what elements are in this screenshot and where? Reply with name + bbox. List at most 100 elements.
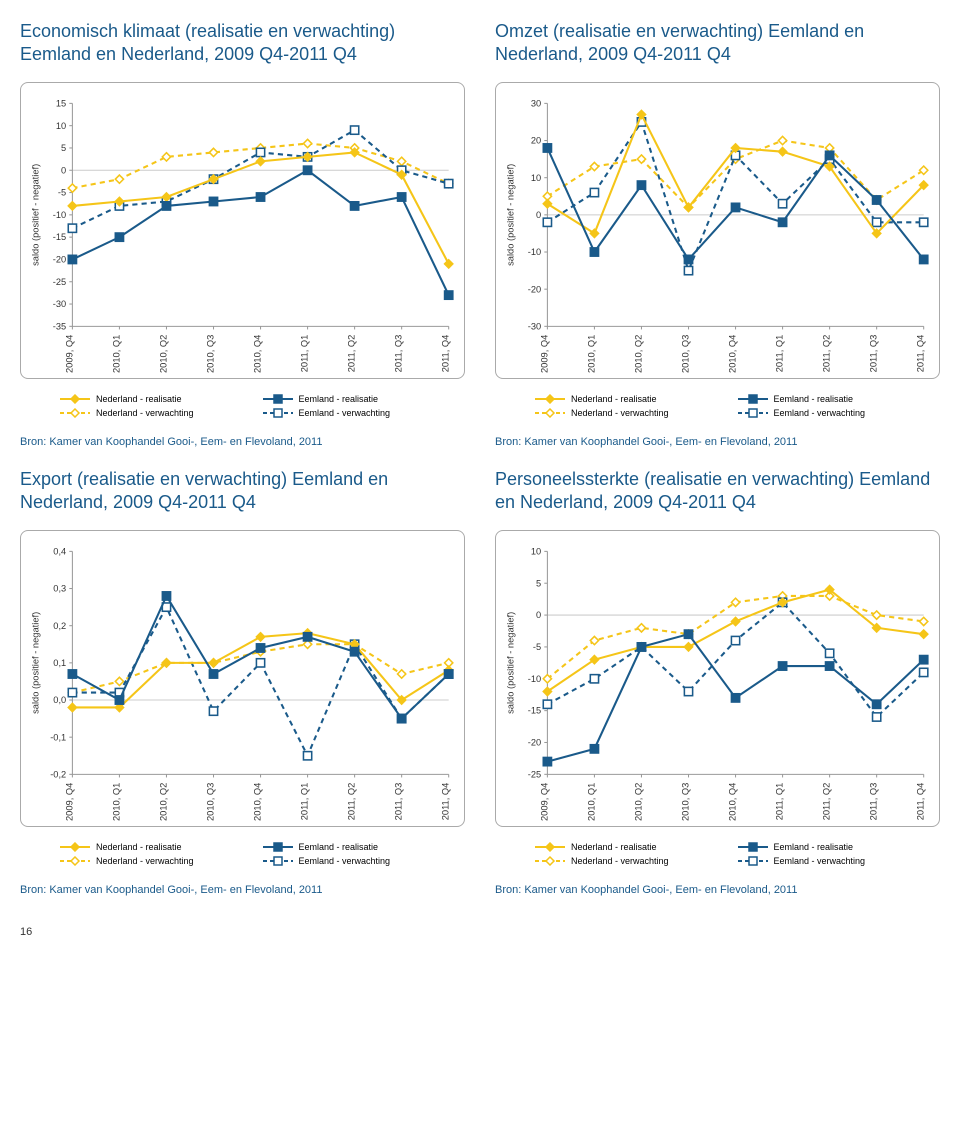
svg-text:2011, Q2: 2011, Q2 bbox=[347, 334, 357, 372]
svg-text:5: 5 bbox=[536, 578, 541, 588]
legend-item: Nederland - realisatie bbox=[60, 842, 243, 852]
source-text: Bron: Kamer van Koophandel Gooi-, Eem- e… bbox=[20, 436, 465, 448]
legend-label: Eemland - verwachting bbox=[774, 856, 866, 866]
legend-marker bbox=[535, 842, 565, 852]
legend-label: Nederland - verwachting bbox=[571, 856, 669, 866]
legend-label: Nederland - realisatie bbox=[96, 842, 182, 852]
chart-frame: -35-30-25-20-15-10-5051015saldo (positie… bbox=[20, 82, 465, 379]
svg-text:-25: -25 bbox=[53, 277, 66, 287]
svg-text:2011, Q2: 2011, Q2 bbox=[347, 782, 357, 820]
legend-item: Eemland - realisatie bbox=[738, 842, 921, 852]
legend-marker bbox=[738, 408, 768, 418]
legend-marker bbox=[535, 408, 565, 418]
svg-text:0: 0 bbox=[536, 210, 541, 220]
svg-text:-15: -15 bbox=[53, 232, 66, 242]
svg-text:2010, Q2: 2010, Q2 bbox=[158, 782, 168, 820]
chart-omzet: Omzet (realisatie en verwachting) Eemlan… bbox=[495, 20, 940, 448]
legend-label: Eemland - realisatie bbox=[774, 394, 854, 404]
svg-text:2010, Q4: 2010, Q4 bbox=[728, 782, 738, 820]
svg-text:10: 10 bbox=[531, 546, 541, 556]
svg-text:2010, Q1: 2010, Q1 bbox=[586, 334, 596, 372]
legend-label: Eemland - realisatie bbox=[774, 842, 854, 852]
chart-title: Omzet (realisatie en verwachting) Eemlan… bbox=[495, 20, 940, 67]
chart-economisch: Economisch klimaat (realisatie en verwac… bbox=[20, 20, 465, 448]
svg-text:2010, Q2: 2010, Q2 bbox=[633, 782, 643, 820]
svg-text:-20: -20 bbox=[528, 737, 541, 747]
legend: Nederland - realisatie Eemland - realisat… bbox=[60, 842, 445, 866]
page-number: 16 bbox=[20, 926, 940, 938]
svg-text:2010, Q1: 2010, Q1 bbox=[111, 782, 121, 820]
chart-frame: -25-20-15-10-50510saldo (positief - nega… bbox=[495, 530, 940, 827]
svg-text:2011, Q1: 2011, Q1 bbox=[775, 334, 785, 372]
legend-marker bbox=[535, 856, 565, 866]
source-text: Bron: Kamer van Koophandel Gooi-, Eem- e… bbox=[20, 884, 465, 896]
legend-label: Nederland - verwachting bbox=[571, 408, 669, 418]
legend-item: Nederland - verwachting bbox=[535, 408, 718, 418]
svg-text:-20: -20 bbox=[53, 254, 66, 264]
legend-item: Eemland - verwachting bbox=[263, 408, 446, 418]
svg-text:2011, Q1: 2011, Q1 bbox=[300, 782, 310, 820]
legend-item: Nederland - realisatie bbox=[535, 394, 718, 404]
svg-text:-5: -5 bbox=[533, 642, 541, 652]
legend-label: Eemland - realisatie bbox=[299, 842, 379, 852]
legend-item: Nederland - verwachting bbox=[60, 856, 243, 866]
svg-text:2010, Q4: 2010, Q4 bbox=[728, 334, 738, 372]
legend-marker bbox=[738, 856, 768, 866]
legend-marker bbox=[60, 408, 90, 418]
svg-text:-30: -30 bbox=[53, 299, 66, 309]
source-text: Bron: Kamer van Koophandel Gooi-, Eem- e… bbox=[495, 436, 940, 448]
svg-text:0,2: 0,2 bbox=[53, 620, 66, 630]
legend-item: Eemland - realisatie bbox=[263, 394, 446, 404]
svg-text:saldo (positief - negatief): saldo (positief - negatief) bbox=[505, 164, 515, 266]
svg-text:0,3: 0,3 bbox=[53, 583, 66, 593]
legend-label: Nederland - realisatie bbox=[571, 394, 657, 404]
svg-text:2011, Q3: 2011, Q3 bbox=[869, 782, 879, 820]
legend-item: Eemland - verwachting bbox=[263, 856, 446, 866]
svg-text:2009, Q4: 2009, Q4 bbox=[539, 334, 549, 372]
svg-text:2010, Q3: 2010, Q3 bbox=[681, 782, 691, 820]
legend-label: Nederland - verwachting bbox=[96, 408, 194, 418]
legend-marker bbox=[535, 394, 565, 404]
svg-text:2010, Q3: 2010, Q3 bbox=[206, 334, 216, 372]
chart-svg: -0,2-0,10,00,10,20,30,4saldo (positief -… bbox=[26, 541, 459, 821]
svg-text:saldo (positief - negatief): saldo (positief - negatief) bbox=[30, 611, 40, 713]
legend-label: Eemland - verwachting bbox=[299, 856, 391, 866]
svg-text:-10: -10 bbox=[528, 673, 541, 683]
svg-text:2010, Q4: 2010, Q4 bbox=[253, 334, 263, 372]
svg-text:-0,2: -0,2 bbox=[50, 769, 66, 779]
chart-title: Export (realisatie en verwachting) Eemla… bbox=[20, 468, 465, 515]
legend-marker bbox=[263, 856, 293, 866]
svg-text:30: 30 bbox=[531, 98, 541, 108]
svg-text:10: 10 bbox=[531, 173, 541, 183]
legend-label: Eemland - verwachting bbox=[774, 408, 866, 418]
source-text: Bron: Kamer van Koophandel Gooi-, Eem- e… bbox=[495, 884, 940, 896]
svg-text:-30: -30 bbox=[528, 321, 541, 331]
legend-item: Eemland - realisatie bbox=[738, 394, 921, 404]
svg-text:2011, Q4: 2011, Q4 bbox=[916, 782, 926, 820]
legend-item: Nederland - realisatie bbox=[535, 842, 718, 852]
chart-frame: -0,2-0,10,00,10,20,30,4saldo (positief -… bbox=[20, 530, 465, 827]
legend-item: Nederland - verwachting bbox=[535, 856, 718, 866]
chart-title: Personeelssterkte (realisatie en verwach… bbox=[495, 468, 940, 515]
page-grid: Economisch klimaat (realisatie en verwac… bbox=[20, 20, 940, 896]
svg-text:-10: -10 bbox=[528, 247, 541, 257]
legend-label: Eemland - realisatie bbox=[299, 394, 379, 404]
chart-personeel: Personeelssterkte (realisatie en verwach… bbox=[495, 468, 940, 896]
legend-marker bbox=[738, 394, 768, 404]
chart-export: Export (realisatie en verwachting) Eemla… bbox=[20, 468, 465, 896]
svg-text:2009, Q4: 2009, Q4 bbox=[64, 782, 74, 820]
svg-text:-20: -20 bbox=[528, 284, 541, 294]
legend-label: Nederland - verwachting bbox=[96, 856, 194, 866]
svg-text:2011, Q2: 2011, Q2 bbox=[822, 782, 832, 820]
legend-label: Nederland - realisatie bbox=[571, 842, 657, 852]
svg-text:saldo (positief - negatief): saldo (positief - negatief) bbox=[505, 611, 515, 713]
chart-svg: -30-20-100102030saldo (positief - negati… bbox=[501, 93, 934, 373]
svg-text:-5: -5 bbox=[58, 187, 66, 197]
svg-text:2011, Q3: 2011, Q3 bbox=[869, 334, 879, 372]
legend-marker bbox=[738, 842, 768, 852]
svg-text:2009, Q4: 2009, Q4 bbox=[539, 782, 549, 820]
svg-text:0,0: 0,0 bbox=[53, 695, 66, 705]
svg-text:0,4: 0,4 bbox=[53, 546, 66, 556]
svg-text:2011, Q4: 2011, Q4 bbox=[441, 782, 451, 820]
svg-text:0,1: 0,1 bbox=[53, 658, 66, 668]
